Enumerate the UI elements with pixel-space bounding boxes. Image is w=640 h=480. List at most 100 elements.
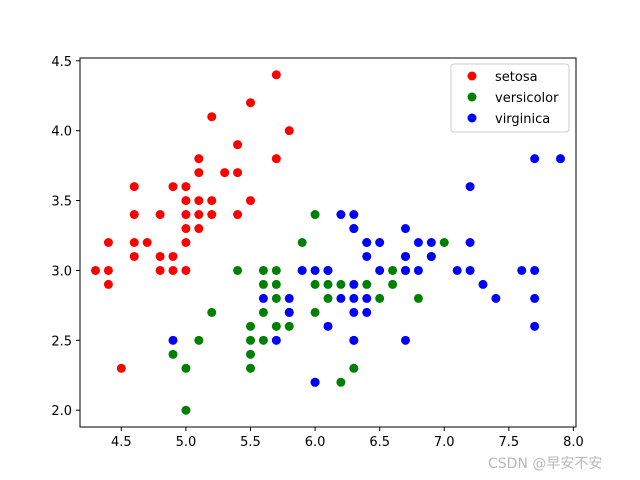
point-versicolor-11 (258, 307, 268, 317)
point-versicolor-17 (271, 265, 281, 275)
legend-box (450, 63, 570, 133)
point-versicolor-3 (194, 335, 204, 345)
point-virginica-28 (413, 265, 423, 275)
point-setosa-8 (129, 238, 139, 247)
point-versicolor-36 (375, 293, 385, 303)
y-tick-label-2: 3.0 (51, 264, 72, 279)
point-virginica-7 (310, 265, 320, 275)
point-setosa-3 (103, 238, 113, 247)
legend-label-versicolor: versicolor (495, 91, 559, 106)
axes-frame (79, 57, 577, 428)
point-setosa-36 (271, 154, 281, 164)
point-versicolor-4 (207, 307, 217, 317)
point-virginica-10 (336, 293, 346, 303)
point-setosa-17 (181, 238, 191, 247)
point-setosa-6 (129, 210, 139, 220)
point-setosa-27 (207, 210, 217, 220)
x-tick-label-6: 7.5 (498, 435, 519, 450)
point-virginica-15 (349, 279, 359, 289)
point-virginica-12 (349, 335, 359, 345)
point-setosa-28 (207, 196, 217, 206)
point-virginica-41 (530, 265, 540, 275)
point-virginica-24 (401, 335, 410, 345)
point-setosa-12 (155, 251, 165, 261)
point-versicolor-18 (284, 321, 294, 331)
data-points (91, 70, 565, 415)
point-virginica-14 (349, 293, 359, 303)
point-setosa-18 (181, 224, 191, 234)
point-versicolor-21 (297, 238, 307, 247)
point-setosa-5 (129, 251, 139, 261)
point-setosa-2 (103, 279, 113, 289)
point-virginica-30 (426, 251, 436, 261)
point-versicolor-9 (246, 321, 255, 331)
point-setosa-10 (155, 265, 165, 275)
point-virginica-19 (362, 293, 372, 303)
x-tick-label-2: 5.5 (240, 435, 261, 450)
point-virginica-38 (517, 265, 527, 275)
point-virginica-0 (168, 335, 178, 345)
point-virginica-31 (426, 238, 436, 247)
point-setosa-11 (155, 210, 165, 220)
point-versicolor-12 (258, 279, 268, 289)
point-versicolor-7 (246, 349, 255, 359)
point-versicolor-5 (233, 265, 243, 275)
point-setosa-31 (233, 210, 243, 220)
point-versicolor-41 (413, 293, 423, 303)
point-virginica-35 (465, 182, 475, 192)
x-tick-label-4: 6.5 (369, 435, 390, 450)
point-versicolor-6 (246, 363, 255, 373)
point-virginica-25 (401, 265, 410, 275)
point-versicolor-14 (271, 321, 281, 331)
point-virginica-17 (349, 210, 359, 220)
point-virginica-39 (530, 321, 540, 331)
point-virginica-37 (491, 293, 501, 303)
point-setosa-37 (271, 70, 281, 80)
point-virginica-3 (284, 307, 294, 317)
point-versicolor-1 (181, 405, 191, 415)
point-versicolor-24 (310, 279, 320, 289)
y-tick-label-4: 4.0 (51, 125, 72, 140)
x-tick-label-7: 8.0 (563, 435, 584, 450)
point-setosa-20 (181, 196, 191, 206)
point-virginica-18 (362, 307, 372, 317)
point-virginica-16 (349, 224, 359, 234)
point-setosa-13 (168, 265, 178, 275)
point-virginica-5 (297, 265, 307, 275)
point-versicolor-10 (258, 335, 268, 345)
point-versicolor-27 (323, 279, 333, 289)
point-setosa-34 (246, 196, 255, 206)
x-tick-label-1: 5.0 (176, 435, 197, 450)
point-setosa-26 (194, 154, 204, 164)
point-setosa-35 (246, 98, 255, 108)
legend-label-virginica: virginica (495, 112, 550, 127)
point-setosa-7 (129, 182, 139, 192)
y-tick-label-0: 2.0 (51, 404, 72, 419)
point-virginica-32 (452, 265, 462, 275)
point-versicolor-2 (181, 363, 191, 373)
point-virginica-8 (323, 321, 333, 331)
point-setosa-21 (181, 182, 191, 192)
point-versicolor-15 (271, 293, 281, 303)
point-versicolor-43 (439, 238, 449, 247)
point-virginica-6 (310, 377, 320, 387)
point-setosa-32 (233, 168, 243, 178)
point-virginica-1 (258, 293, 268, 303)
point-setosa-29 (207, 112, 217, 122)
point-virginica-26 (401, 251, 410, 261)
point-virginica-36 (478, 279, 488, 289)
point-virginica-11 (336, 210, 346, 220)
y-tick-label-3: 3.5 (51, 195, 72, 210)
point-virginica-34 (465, 238, 475, 247)
x-tick-label-5: 7.0 (434, 435, 455, 450)
x-tick-label-3: 6.0 (305, 435, 326, 450)
point-setosa-25 (194, 168, 204, 178)
point-versicolor-38 (388, 265, 398, 275)
point-versicolor-25 (310, 210, 320, 220)
point-virginica-20 (362, 251, 372, 261)
point-virginica-43 (556, 154, 565, 164)
point-versicolor-23 (310, 307, 320, 317)
point-versicolor-30 (336, 279, 346, 289)
x-tick-label-0: 4.5 (111, 435, 132, 450)
point-virginica-22 (375, 265, 385, 275)
